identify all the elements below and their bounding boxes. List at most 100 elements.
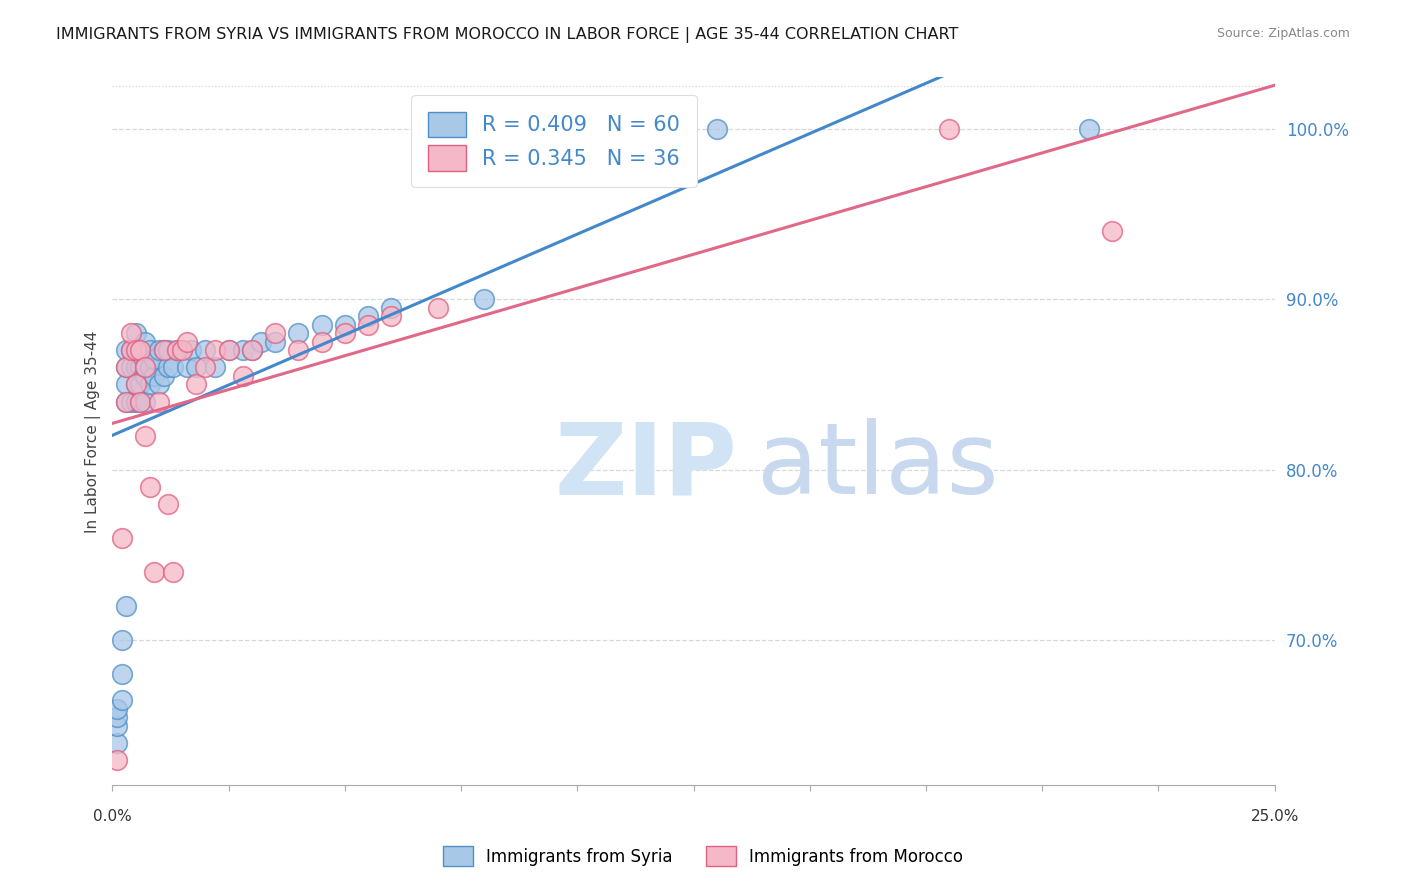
Point: [129, 343, 152, 358]
Point: [148, 394, 170, 409]
Point: [240, 343, 263, 358]
Point: [357, 318, 380, 332]
Point: [1077, 121, 1099, 136]
Point: [129, 343, 152, 358]
Point: [204, 360, 226, 375]
Point: [218, 343, 240, 358]
Point: [166, 343, 188, 358]
Point: [129, 360, 152, 375]
Point: [115, 360, 138, 375]
Point: [938, 121, 960, 136]
Point: [129, 394, 152, 409]
Point: [124, 394, 146, 409]
Point: [264, 334, 287, 349]
Point: [472, 292, 495, 306]
Point: [194, 360, 217, 375]
Point: [111, 531, 134, 545]
Point: [105, 701, 128, 715]
Point: [204, 343, 226, 358]
Point: [184, 377, 207, 392]
Point: [105, 753, 128, 767]
Point: [706, 121, 728, 136]
Point: [124, 360, 146, 375]
Point: [120, 343, 142, 358]
Point: [357, 310, 380, 324]
Point: [166, 343, 188, 358]
Point: [311, 318, 333, 332]
Point: [176, 334, 198, 349]
Point: [380, 310, 402, 324]
Point: [111, 693, 134, 707]
Point: [287, 343, 309, 358]
Point: [240, 343, 263, 358]
Point: [250, 334, 273, 349]
Point: [180, 343, 202, 358]
Point: [333, 326, 356, 341]
Point: [134, 360, 156, 375]
Point: [124, 377, 146, 392]
Point: [162, 565, 184, 579]
Point: [120, 326, 142, 341]
Point: [111, 633, 134, 648]
Point: [134, 368, 156, 383]
Point: [138, 480, 160, 494]
Point: [333, 318, 356, 332]
Point: [172, 343, 194, 358]
Point: [287, 326, 309, 341]
Point: [124, 343, 146, 358]
Text: ZIP: ZIP: [554, 418, 737, 516]
Point: [134, 394, 156, 409]
Legend: R = 0.409   N = 60, R = 0.345   N = 36: R = 0.409 N = 60, R = 0.345 N = 36: [412, 95, 697, 187]
Y-axis label: In Labor Force | Age 35-44: In Labor Force | Age 35-44: [86, 330, 101, 533]
Point: [184, 360, 207, 375]
Point: [134, 334, 156, 349]
Text: 25.0%: 25.0%: [1250, 809, 1299, 824]
Point: [232, 343, 254, 358]
Text: IMMIGRANTS FROM SYRIA VS IMMIGRANTS FROM MOROCCO IN LABOR FORCE | AGE 35-44 CORR: IMMIGRANTS FROM SYRIA VS IMMIGRANTS FROM…: [56, 27, 959, 43]
Point: [115, 394, 138, 409]
Point: [134, 428, 156, 442]
Point: [157, 343, 180, 358]
Point: [115, 343, 138, 358]
Point: [115, 394, 138, 409]
Point: [264, 326, 287, 341]
Point: [138, 360, 160, 375]
Point: [120, 343, 142, 358]
Point: [105, 736, 128, 750]
Point: [162, 360, 184, 375]
Point: [148, 343, 170, 358]
Point: [124, 377, 146, 392]
Point: [152, 343, 174, 358]
Point: [311, 334, 333, 349]
Point: [148, 377, 170, 392]
Point: [1101, 224, 1123, 238]
Text: Source: ZipAtlas.com: Source: ZipAtlas.com: [1216, 27, 1350, 40]
Point: [152, 343, 174, 358]
Point: [143, 351, 166, 366]
Point: [176, 360, 198, 375]
Point: [129, 394, 152, 409]
Point: [232, 368, 254, 383]
Point: [115, 599, 138, 614]
Point: [138, 377, 160, 392]
Point: [124, 326, 146, 341]
Point: [172, 343, 194, 358]
Text: atlas: atlas: [758, 418, 1000, 516]
Point: [120, 360, 142, 375]
Point: [105, 718, 128, 732]
Point: [111, 667, 134, 681]
Point: [152, 368, 174, 383]
Point: [134, 360, 156, 375]
Point: [120, 394, 142, 409]
Point: [426, 301, 449, 315]
Point: [380, 301, 402, 315]
Point: [129, 377, 152, 392]
Point: [138, 343, 160, 358]
Legend: Immigrants from Syria, Immigrants from Morocco: Immigrants from Syria, Immigrants from M…: [434, 838, 972, 875]
Point: [115, 377, 138, 392]
Point: [143, 368, 166, 383]
Point: [143, 565, 166, 579]
Point: [157, 497, 180, 511]
Point: [194, 343, 217, 358]
Point: [124, 343, 146, 358]
